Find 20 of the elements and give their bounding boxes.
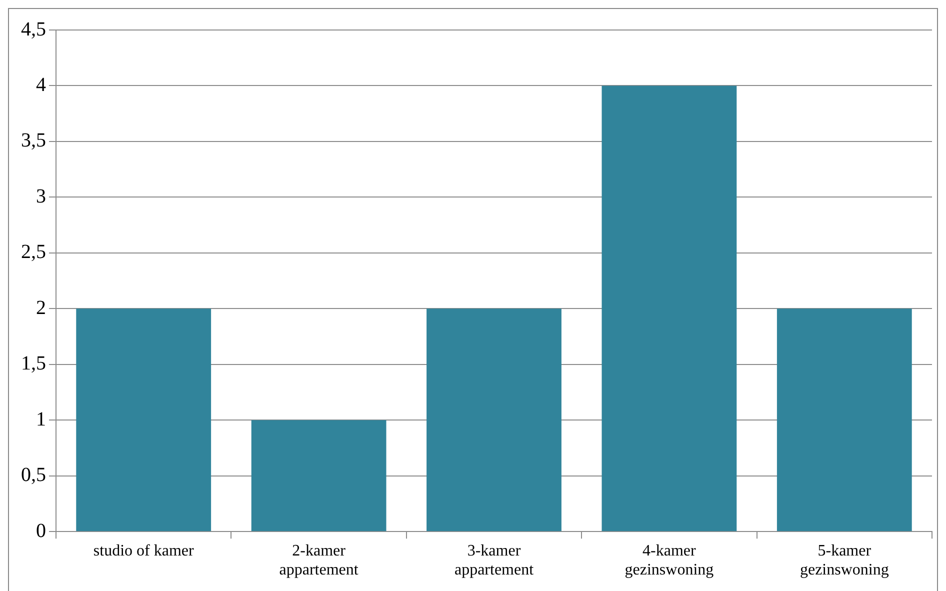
y-tick-label: 4	[36, 74, 46, 96]
bar	[426, 308, 562, 532]
y-tick-label: 3	[36, 185, 46, 208]
x-tick-label: studio of kamer	[93, 542, 194, 560]
y-tick-label: 1,5	[21, 352, 46, 375]
y-tick-label: 0	[36, 520, 46, 542]
bar	[776, 308, 912, 532]
y-tick-label: 1	[36, 408, 46, 430]
y-tick-label: 4,5	[21, 18, 46, 40]
x-tick-label: 2-kamer appartement	[279, 542, 359, 579]
bar	[251, 420, 386, 532]
bar	[76, 308, 212, 532]
bar	[602, 86, 737, 532]
y-tick-label: 0,5	[21, 464, 46, 486]
y-tick-label: 2	[36, 296, 46, 319]
x-tick-label: 3-kamer appartement	[454, 542, 534, 579]
y-tick-label: 3,5	[21, 130, 46, 152]
x-tick-label: 5-kamer gezinswoning	[800, 542, 889, 579]
x-tick-label: 4-kamer gezinswoning	[624, 542, 714, 579]
y-tick-label: 2,5	[21, 241, 46, 264]
